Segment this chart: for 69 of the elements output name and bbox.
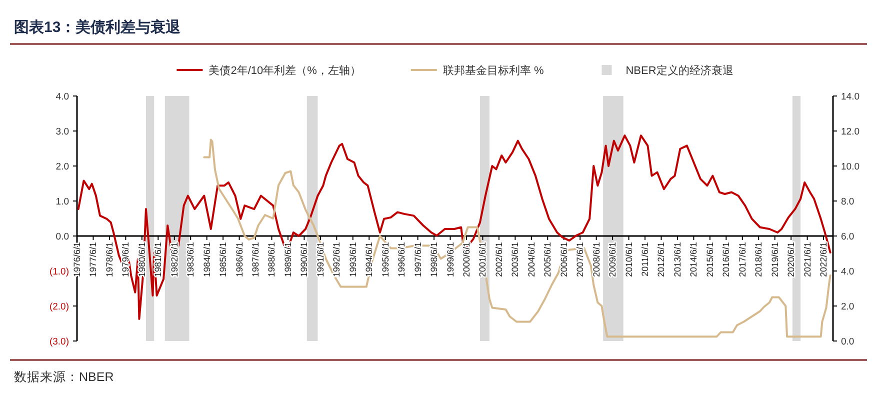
x-tick-label: 1998/6/1 — [429, 242, 440, 278]
x-tick-label: 1996/6/1 — [396, 242, 407, 278]
line-series — [203, 138, 832, 338]
x-tick-label: 2022/6/1 — [818, 242, 829, 278]
x-tick-label: 1977/6/1 — [88, 242, 98, 278]
x-tick-label: 1992/6/1 — [332, 242, 342, 278]
x-tick-label: 1986/6/1 — [234, 242, 244, 278]
x-tick-label: 2021/6/1 — [802, 242, 812, 278]
x-tick-label: 1993/6/1 — [348, 242, 358, 278]
x-tick-label: 2019/6/1 — [770, 242, 780, 278]
x-tick-label: 2018/6/1 — [754, 242, 764, 278]
x-tick-label: 1983/6/1 — [186, 242, 196, 278]
x-tick-label: 2000/6/1 — [461, 242, 472, 278]
x-tick-label: 2006/6/1 — [558, 242, 569, 278]
chart-title: 图表13：美债利差与衰退 — [14, 18, 182, 36]
y-tick-label: 0.0 — [56, 232, 69, 242]
x-tick-label: 2008/6/1 — [591, 242, 602, 278]
y-tick-label: (2.0) — [49, 302, 69, 312]
x-tick-label: 1999/6/1 — [445, 242, 456, 278]
x-tick-label: 1982/6/1 — [169, 242, 180, 278]
x-tick-label: 2013/6/1 — [672, 242, 682, 278]
x-tick-label: 2014/6/1 — [688, 242, 699, 278]
x-tick-label: 1987/6/1 — [250, 242, 261, 278]
y2-tick-label: 14.0 — [841, 92, 860, 102]
y-tick-label: 4.0 — [56, 92, 69, 102]
x-tick-label: 2005/6/1 — [542, 242, 553, 278]
x-tick-label: 2012/6/1 — [656, 242, 666, 278]
y-tick-label: 3.0 — [56, 126, 69, 138]
x-tick-label: 2016/6/1 — [721, 242, 732, 278]
x-tick-label: 1989/6/1 — [282, 242, 293, 278]
x-tick-label: 2011/6/1 — [640, 242, 650, 276]
x-tick-label: 2002/6/1 — [494, 242, 504, 278]
y-tick-label: (1.0) — [49, 266, 69, 278]
x-tick-label: 1978/6/1 — [104, 242, 114, 278]
legend-label: NBER定义的经济衰退 — [626, 64, 734, 77]
x-tick-label: 2017/6/1 — [737, 242, 748, 278]
x-tick-label: 1979/6/1 — [120, 242, 131, 278]
x-tick-label: 1990/6/1 — [299, 242, 310, 278]
legend-label: 美债2年/10年利差（%，左轴） — [208, 64, 361, 77]
x-tick-label: 2010/6/1 — [624, 242, 634, 278]
x-tick-label: 1995/6/1 — [380, 242, 390, 278]
x-tick-label: 1981/6/1 — [153, 242, 164, 278]
source-note: 数据来源：NBER — [14, 370, 114, 384]
x-tick-label: 2001/6/1 — [478, 242, 488, 278]
y2-tick-label: 10.0 — [841, 162, 860, 172]
x-tick-label: 2020/6/1 — [786, 242, 796, 278]
x-tick-label: 1991/6/1 — [315, 242, 326, 278]
x-tick-label: 2003/6/1 — [510, 242, 520, 278]
x-tick-label: 1997/6/1 — [412, 242, 423, 278]
y2-tick-label: 6.0 — [841, 232, 854, 242]
y2-tick-label: 12.0 — [841, 126, 860, 138]
x-tick-label: 2004/6/1 — [526, 242, 536, 278]
y-tick-label: 1.0 — [56, 196, 69, 208]
y2-tick-label: 2.0 — [841, 302, 854, 312]
x-tick-label: 2015/6/1 — [704, 242, 715, 278]
x-tick-label: 1988/6/1 — [266, 242, 277, 278]
x-tick-label: 1994/6/1 — [364, 242, 374, 278]
x-tick-label: 2007/6/1 — [575, 242, 586, 278]
x-tick-label: 1980/6/1 — [136, 242, 147, 278]
legend-label: 联邦基金目标利率 % — [442, 64, 544, 77]
x-tick-label: 2009/6/1 — [608, 242, 618, 278]
y2-tick-label: 0.0 — [841, 336, 854, 348]
x-tick-label: 1976/6/1 — [72, 242, 82, 278]
x-tick-label: 1985/6/1 — [218, 242, 228, 278]
y-tick-label: 2.0 — [56, 162, 69, 172]
x-tick-label: 1984/6/1 — [202, 242, 212, 278]
y2-tick-label: 8.0 — [841, 196, 854, 208]
y2-tick-label: 4.0 — [841, 266, 854, 278]
y-tick-label: (3.0) — [49, 336, 69, 348]
